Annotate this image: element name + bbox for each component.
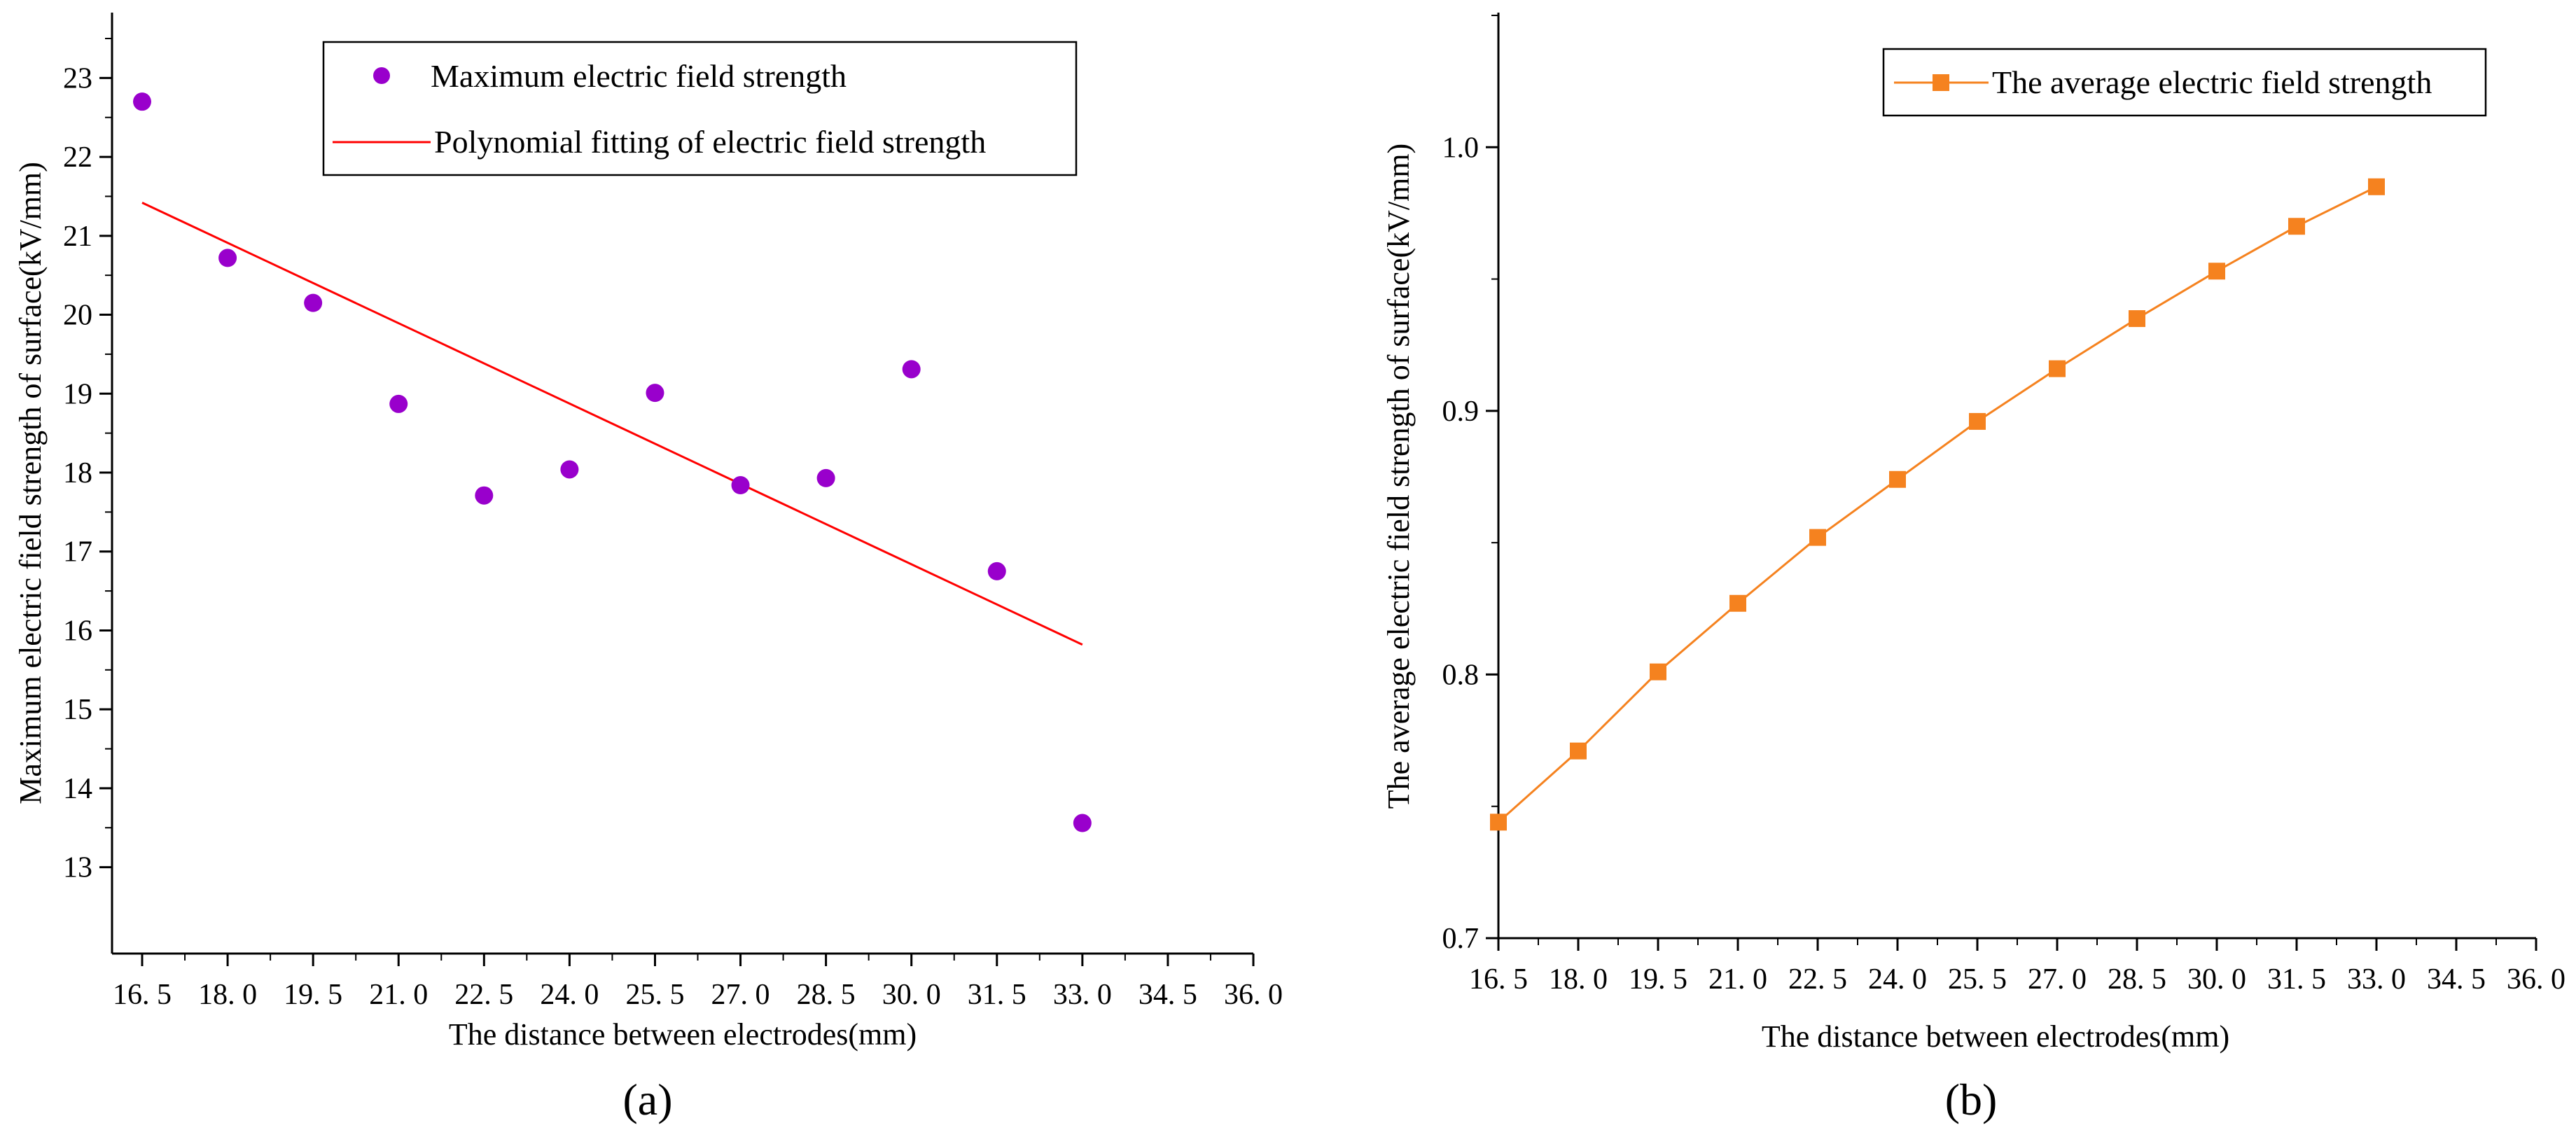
data-point — [1729, 594, 1746, 612]
data-point — [902, 360, 921, 379]
data-point — [304, 293, 323, 312]
data-point — [816, 468, 835, 487]
legend-label-line: Polynomial fitting of electric field str… — [434, 124, 986, 160]
chart-panel-b: 16. 5 18. 0 19. 5 21. 0 22. 5 24. 0 25. 5 27. 0… — [1381, 13, 2565, 1124]
legend: Maximum electric field strength Polynomi… — [322, 41, 1078, 176]
data-point — [1073, 814, 1092, 832]
data-point — [218, 249, 237, 267]
data-point — [1650, 663, 1666, 681]
data-point — [1889, 470, 1906, 488]
panel-label-b: (b) — [1945, 1075, 1998, 1124]
y-tick-label: 17 — [63, 536, 92, 568]
x-tick-label: 28. 5 — [797, 979, 856, 1011]
data-point — [2129, 310, 2145, 328]
data-point — [2368, 178, 2385, 195]
panel-label-a: (a) — [622, 1075, 672, 1124]
x-tick-label: 31. 5 — [968, 979, 1026, 1011]
x-tick-label: 22. 5 — [454, 979, 513, 1011]
x-tick-label: 19. 5 — [284, 979, 342, 1011]
x-tick-label: 34. 5 — [1139, 979, 1197, 1011]
data-point — [2049, 360, 2066, 377]
x-tick-label: 24. 0 — [1868, 963, 1927, 996]
y-tick-label: 21 — [63, 221, 92, 253]
data-point — [389, 394, 408, 413]
legend-marker-scatter — [373, 67, 390, 84]
y-tick-label: 23 — [63, 62, 92, 95]
y-tick-label: 14 — [63, 773, 92, 805]
legend-marker-square — [1933, 74, 1949, 91]
y-axis-title: The average electric field strength of s… — [1381, 144, 1416, 809]
x-tick-label: 18. 0 — [1549, 963, 1608, 996]
data-point — [475, 486, 494, 505]
x-tick-label: 33. 0 — [1053, 979, 1112, 1011]
y-tick-label: 19 — [63, 378, 92, 410]
legend: The average electric field strength — [1882, 48, 2487, 117]
y-tick-label: 22 — [63, 141, 92, 174]
y-tick-label: 13 — [63, 852, 92, 884]
x-tick-label: 25. 5 — [1948, 963, 2007, 996]
y-ticks: 0.7 0.8 0.9 1.0 — [1442, 15, 1498, 955]
data-point — [1570, 742, 1587, 760]
data-point — [987, 561, 1006, 580]
x-tick-label: 33. 0 — [2347, 963, 2406, 996]
data-point — [731, 476, 750, 495]
points-layer — [133, 92, 1092, 832]
x-tick-label: 21. 0 — [369, 979, 428, 1011]
x-tick-label: 30. 0 — [2187, 963, 2246, 996]
x-tick-label: 28. 5 — [2108, 963, 2166, 996]
data-point — [2208, 263, 2225, 280]
y-tick-label: 0.7 — [1442, 923, 1480, 955]
y-tick-label: 18 — [63, 457, 92, 489]
x-tick-label: 22. 5 — [1788, 963, 1847, 996]
data-point — [2288, 218, 2305, 235]
fit-line — [141, 202, 1083, 646]
x-tick-label: 36. 0 — [1224, 979, 1283, 1011]
x-tick-label: 31. 5 — [2267, 963, 2326, 996]
y-tick-label: 0.9 — [1442, 396, 1480, 428]
y-tick-label: 15 — [63, 694, 92, 726]
legend-label-scatter: Maximum electric field strength — [431, 58, 847, 94]
y-tick-label: 20 — [63, 300, 92, 332]
series-line-layer — [1498, 186, 2377, 823]
y-tick-label: 0.8 — [1442, 659, 1480, 691]
x-tick-label: 16. 5 — [1469, 963, 1528, 996]
x-axis-title: The distance between electrodes(mm) — [1762, 1019, 2229, 1054]
y-ticks: 13 14 15 16 17 18 19 20 21 22 23 — [63, 38, 112, 884]
fit-line-layer — [141, 202, 1083, 646]
chart-panel-a: 16. 5 18. 0 19. 5 21. 0 22. 5 24. 0 25. 5 27. 0… — [13, 13, 1283, 1124]
x-ticks: 16. 5 18. 0 19. 5 21. 0 22. 5 24. 0 25. 5 27. 0… — [113, 954, 1283, 1011]
x-tick-label: 16. 5 — [113, 979, 172, 1011]
x-tick-label: 30. 0 — [882, 979, 941, 1011]
x-tick-label: 27. 0 — [711, 979, 770, 1011]
data-point — [1490, 814, 1507, 831]
data-point — [1809, 529, 1826, 546]
x-tick-label: 25. 5 — [625, 979, 684, 1011]
legend-label-average: The average electric field strength — [1992, 64, 2432, 100]
y-tick-label: 1.0 — [1442, 132, 1480, 164]
data-point — [646, 384, 664, 403]
x-tick-label: 21. 0 — [1708, 963, 1767, 996]
x-tick-label: 24. 0 — [540, 979, 599, 1011]
points-layer — [1490, 178, 2385, 831]
data-point — [133, 92, 151, 111]
x-tick-label: 27. 0 — [2028, 963, 2087, 996]
x-tick-label: 34. 5 — [2427, 963, 2486, 996]
x-tick-label: 19. 5 — [1629, 963, 1687, 996]
x-ticks: 16. 5 18. 0 19. 5 21. 0 22. 5 24. 0 25. 5 27. 0… — [1469, 938, 2565, 996]
data-point — [560, 460, 579, 479]
x-axis-title: The distance between electrodes(mm) — [449, 1017, 917, 1052]
legend-box — [322, 41, 1078, 176]
y-axis-title: Maximum electric field strength of surfa… — [13, 162, 48, 804]
series-line — [1498, 186, 2377, 823]
x-tick-label: 18. 0 — [198, 979, 257, 1011]
x-tick-label: 36. 0 — [2507, 963, 2565, 996]
y-tick-label: 16 — [63, 615, 92, 647]
data-point — [1969, 412, 1986, 430]
